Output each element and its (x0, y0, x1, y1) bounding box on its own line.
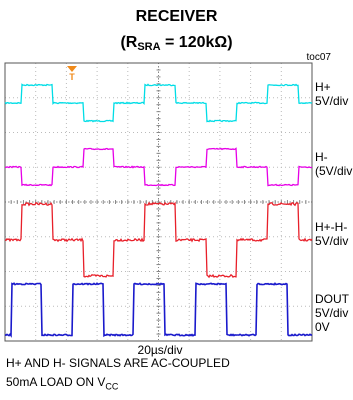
title-suffix: = 120kΩ) (160, 34, 233, 51)
note-load-subscript: CC (105, 381, 119, 392)
label-diff-name: H+-H- (315, 220, 348, 234)
chart-title-line2: (RSRA = 120kΩ) (0, 34, 353, 53)
label-dout-scale: 5V/div (315, 306, 349, 320)
time-scale-label: 20µs/div (137, 343, 183, 357)
label-dout: DOUT 5V/div 0V (315, 292, 349, 334)
plot-frame (4, 62, 313, 342)
trigger-label: T (69, 72, 75, 82)
label-dout-name: DOUT (315, 292, 349, 306)
scope-grid (4, 62, 313, 342)
chart-title-line1: RECEIVER (135, 8, 218, 25)
plot-id-label: toc07 (306, 52, 331, 63)
title-prefix: (R (120, 34, 138, 51)
label-hplus: H+ 5V/div (315, 80, 348, 108)
label-dout-ground: 0V (315, 320, 330, 334)
label-hminus-scale: (5V/div (315, 164, 353, 178)
trace-h-h- (4, 201, 313, 279)
label-hminus-name: H- (315, 150, 328, 164)
trigger-marker: T (67, 66, 77, 82)
trace-dout (4, 282, 313, 338)
label-hplus-scale: 5V/div (315, 94, 349, 108)
label-diff: H+-H- 5V/div (315, 220, 348, 248)
title-subscript: SRA (137, 41, 161, 53)
label-diff-scale: 5V/div (315, 234, 349, 248)
trace-h- (4, 83, 313, 123)
label-hplus-name: H+ (315, 80, 331, 94)
trigger-arrow (67, 66, 77, 72)
note-ac-coupled: H+ AND H- SIGNALS ARE AC-COUPLED (6, 356, 230, 370)
scope-traces (4, 83, 313, 338)
note-load: 50mA LOAD ON VCC (6, 375, 118, 391)
label-hminus: H- (5V/div (315, 150, 352, 178)
note-load-prefix: 50mA LOAD ON V (6, 375, 106, 389)
trace-h- (4, 147, 313, 187)
